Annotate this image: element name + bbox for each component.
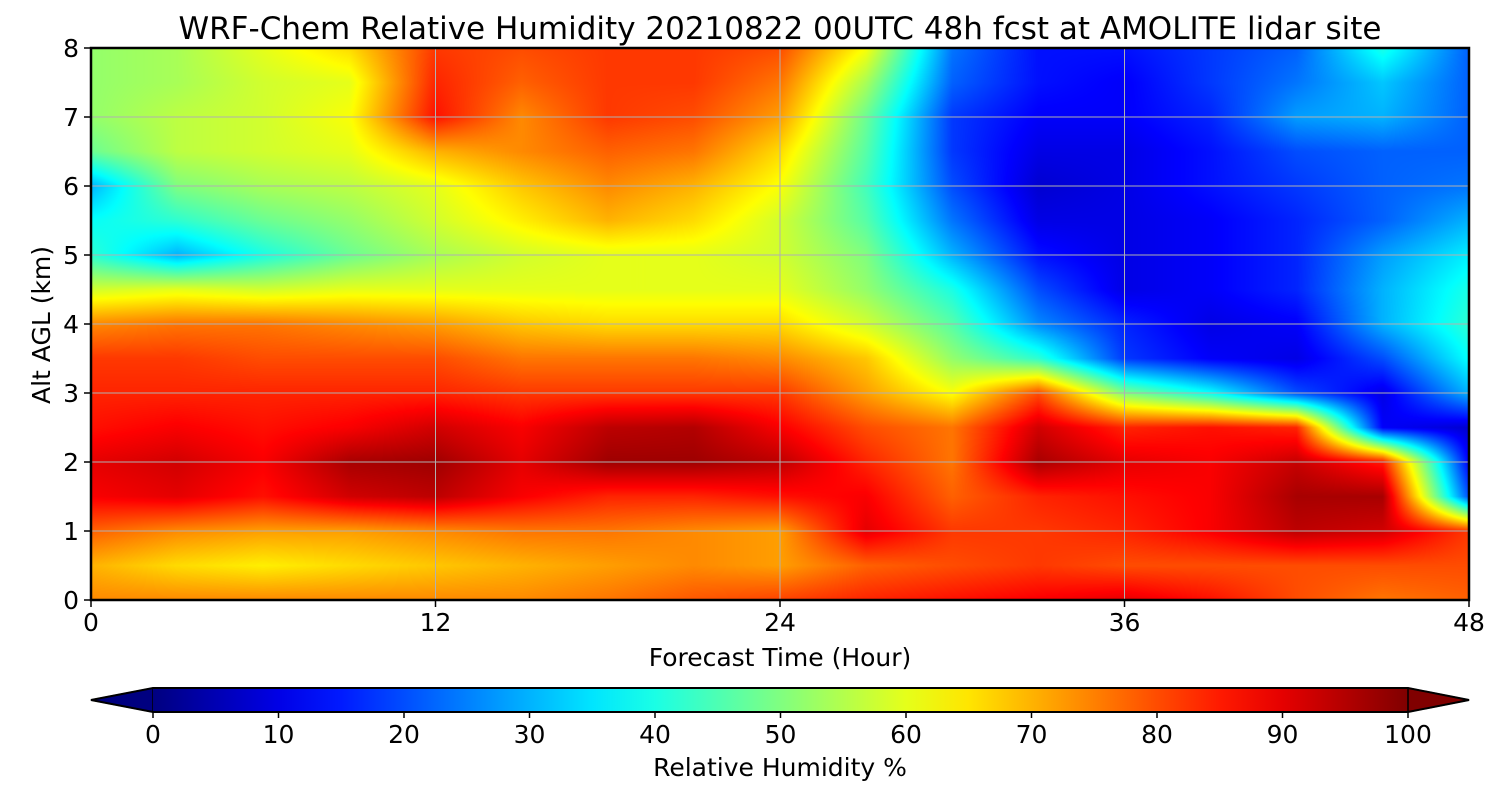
colorbar-ticks: 0 10 20 30 40 50 60 70 80 90 100 [145,712,1432,749]
colorbar-tick-label: 20 [388,720,420,749]
y-tick-label: 8 [63,34,79,63]
y-tick-label: 3 [63,379,79,408]
y-tick-label: 7 [63,103,79,132]
y-tick-label: 4 [63,310,79,339]
y-tick-label: 6 [63,172,79,201]
colorbar-tick-label: 60 [890,720,922,749]
x-tick-label: 12 [420,608,452,637]
colorbar-tick-label: 40 [639,720,671,749]
colorbar-gradient [153,688,1408,712]
colorbar-tick-label: 30 [514,720,546,749]
colorbar-tick-label: 10 [263,720,295,749]
x-tick-label: 48 [1453,608,1485,637]
colorbar-extend-high [1407,687,1470,713]
colorbar-tick-label: 50 [765,720,797,749]
x-axis-label: Forecast Time (Hour) [649,643,912,672]
colorbar-tick-label: 100 [1384,720,1432,749]
x-tick-label: 0 [83,608,99,637]
y-tick-label: 2 [63,448,79,477]
y-tick-label: 0 [63,586,79,615]
y-tick-label: 5 [63,241,79,270]
x-tick-label: 36 [1109,608,1141,637]
colorbar-tick-label: 70 [1016,720,1048,749]
colorbar-tick-label: 90 [1267,720,1299,749]
x-axis-ticks: 0 12 24 36 48 [83,600,1485,637]
chart-title: WRF-Chem Relative Humidity 20210822 00UT… [178,11,1381,47]
y-tick-label: 1 [63,517,79,546]
colorbar-tick-label: 0 [145,720,161,749]
y-axis-label: Alt AGL (km) [27,246,56,404]
colorbar: 0 10 20 30 40 50 60 70 80 90 100 Relative Humidity… [90,687,1470,782]
x-tick-label: 24 [764,608,796,637]
y-axis-ticks: 0 1 2 3 4 5 6 7 8 [63,34,91,615]
colorbar-tick-label: 80 [1141,720,1173,749]
colorbar-label: Relative Humidity % [653,753,907,782]
colorbar-extend-low [90,687,154,713]
